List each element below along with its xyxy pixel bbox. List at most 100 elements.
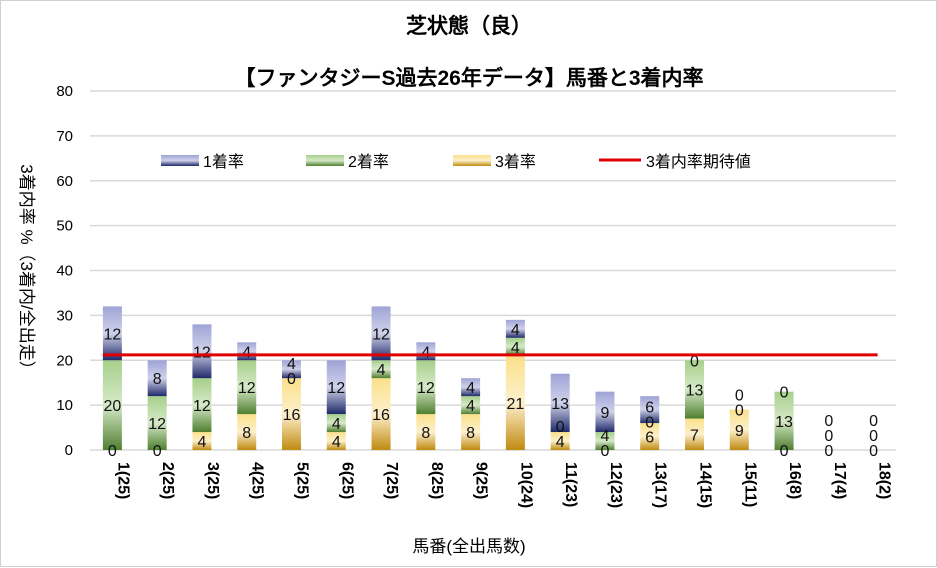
data-label: 7 xyxy=(690,427,699,444)
bar-segment xyxy=(774,391,794,450)
chart-title: 芝状態（良） xyxy=(406,14,532,38)
y-tick-label: 60 xyxy=(56,173,73,190)
data-label: 0 xyxy=(153,443,162,460)
bar-segment xyxy=(371,306,391,361)
bar-segment xyxy=(326,414,346,433)
bar-segment xyxy=(102,360,122,450)
bar-segment xyxy=(729,409,749,450)
data-label: 0 xyxy=(735,388,744,405)
x-tick-label: 10(24) xyxy=(517,462,534,508)
data-label: 4 xyxy=(511,322,520,339)
x-tick-label: 8(25) xyxy=(428,462,445,499)
y-tick-label: 50 xyxy=(56,218,73,235)
data-label: 4 xyxy=(556,434,565,451)
data-label: 0 xyxy=(824,413,833,430)
x-tick-label: 15(11) xyxy=(741,462,758,507)
data-label: 9 xyxy=(600,405,609,422)
bar-segment xyxy=(505,319,525,338)
data-label: 21 xyxy=(506,396,524,413)
x-tick-label: 18(2) xyxy=(876,462,893,499)
data-label: 0 xyxy=(824,443,833,460)
bar-segment xyxy=(461,378,481,397)
bar-segment xyxy=(326,360,346,415)
data-label: 0 xyxy=(869,428,878,445)
y-tick-label: 80 xyxy=(56,83,73,100)
data-label: 4 xyxy=(242,344,251,361)
data-label: 12 xyxy=(417,380,435,397)
data-label: 0 xyxy=(690,353,699,370)
bar-segment xyxy=(192,378,212,433)
data-label: 16 xyxy=(283,407,301,424)
data-label: 4 xyxy=(466,380,475,397)
y-tick-label: 40 xyxy=(56,263,73,280)
bar-segment xyxy=(416,360,436,415)
y-tick-label: 30 xyxy=(56,307,73,324)
data-label: 8 xyxy=(466,425,475,442)
data-label: 0 xyxy=(600,443,609,460)
data-label: 13 xyxy=(551,396,569,413)
y-axis-label: 3着内率 %（3着内/全出走） xyxy=(17,164,36,377)
bar-segment xyxy=(595,391,615,433)
x-tick-label: 3(25) xyxy=(204,462,221,499)
data-label: 12 xyxy=(193,344,211,361)
bar-segment xyxy=(282,360,301,379)
y-tick-label: 20 xyxy=(56,352,73,369)
x-tick-label: 6(25) xyxy=(338,462,355,499)
data-label: 0 xyxy=(735,403,744,420)
bar-segment xyxy=(371,378,391,450)
bar-segment xyxy=(192,324,212,379)
data-label: 0 xyxy=(287,371,296,388)
x-tick-label: 12(23) xyxy=(607,462,624,508)
data-label: 16 xyxy=(372,407,390,424)
bar-segment xyxy=(550,373,570,433)
bar-segment xyxy=(505,337,525,356)
y-tick-label: 0 xyxy=(65,442,73,459)
bar-segment xyxy=(147,396,167,450)
data-label: 0 xyxy=(869,413,878,430)
x-tick-label: 14(15) xyxy=(697,462,714,508)
data-label: 0 xyxy=(824,428,833,445)
data-label: 4 xyxy=(421,344,430,361)
bar-segment xyxy=(505,355,525,450)
x-tick-label: 16(8) xyxy=(786,462,803,499)
data-label: 12 xyxy=(193,398,211,415)
legend-swatch xyxy=(453,155,491,166)
data-label: 13 xyxy=(775,414,793,431)
bar-segment xyxy=(550,432,570,450)
x-tick-label: 13(17) xyxy=(652,462,669,508)
bar-segment xyxy=(685,418,704,450)
data-label: 13 xyxy=(686,382,704,399)
data-label: 12 xyxy=(148,416,166,433)
y-tick-label: 10 xyxy=(56,397,73,414)
data-label: 8 xyxy=(421,425,430,442)
bar-segment xyxy=(371,360,391,379)
bar-segment xyxy=(326,432,346,450)
data-label: 4 xyxy=(287,356,296,373)
x-tick-label: 2(25) xyxy=(159,462,176,499)
bar-segment xyxy=(416,414,436,450)
data-label: 9 xyxy=(735,423,744,440)
bar-segment xyxy=(595,432,615,450)
data-label: 6 xyxy=(645,400,654,417)
x-axis-label: 馬番(全出馬数) xyxy=(412,537,525,556)
legend-swatch xyxy=(161,155,199,166)
data-label: 0 xyxy=(645,415,654,432)
data-label: 0 xyxy=(108,443,117,460)
x-tick-label: 11(23) xyxy=(562,462,579,507)
data-label: 12 xyxy=(103,326,121,343)
bar-segment xyxy=(282,378,301,450)
x-tick-label: 7(25) xyxy=(383,462,400,499)
data-label: 0 xyxy=(869,443,878,460)
data-label: 4 xyxy=(197,434,206,451)
data-label: 4 xyxy=(466,398,475,415)
bar-segment xyxy=(147,360,167,397)
bar-segment xyxy=(237,414,257,450)
x-tick-label: 4(25) xyxy=(249,462,266,499)
data-label: 8 xyxy=(153,371,162,388)
x-tick-label: 1(25) xyxy=(114,462,131,499)
data-label: 12 xyxy=(238,380,256,397)
data-label: 4 xyxy=(332,416,341,433)
x-tick-label: 5(25) xyxy=(294,462,311,499)
data-label: 0 xyxy=(780,385,789,402)
